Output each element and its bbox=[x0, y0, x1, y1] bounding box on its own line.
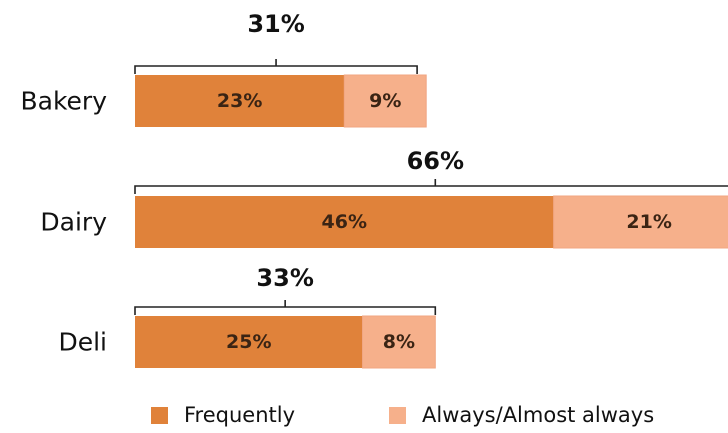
legend-label-always: Always/Almost always bbox=[422, 403, 654, 427]
bracket-deli bbox=[134, 300, 437, 315]
data-label-dairy-always: 21% bbox=[626, 211, 671, 233]
bar-dairy-always bbox=[553, 195, 728, 249]
bar-deli-always bbox=[362, 315, 436, 369]
bar-dairy-frequently bbox=[135, 196, 554, 248]
total-label-dairy: 66% bbox=[407, 147, 464, 175]
bar-bakery-frequently bbox=[135, 75, 345, 127]
legend-label-frequently: Frequently bbox=[184, 403, 295, 427]
data-label-bakery-frequently: 23% bbox=[217, 90, 262, 112]
category-label-bakery: Bakery bbox=[20, 87, 107, 116]
category-label-deli: Deli bbox=[58, 328, 107, 357]
data-label-deli-always: 8% bbox=[383, 331, 415, 353]
bar-bakery-always bbox=[343, 74, 427, 128]
total-label-deli: 33% bbox=[256, 264, 313, 292]
bracket-bakery bbox=[134, 59, 418, 74]
bar-deli-frequently bbox=[135, 316, 363, 368]
legend-swatch-frequently bbox=[151, 407, 168, 424]
legend-swatch-always bbox=[389, 407, 406, 424]
category-label-dairy: Dairy bbox=[40, 208, 107, 237]
data-label-dairy-frequently: 46% bbox=[322, 211, 367, 233]
bracket-dairy bbox=[134, 179, 728, 194]
total-label-bakery: 31% bbox=[247, 10, 304, 38]
data-label-deli-frequently: 25% bbox=[226, 331, 271, 353]
data-label-bakery-always: 9% bbox=[369, 90, 401, 112]
